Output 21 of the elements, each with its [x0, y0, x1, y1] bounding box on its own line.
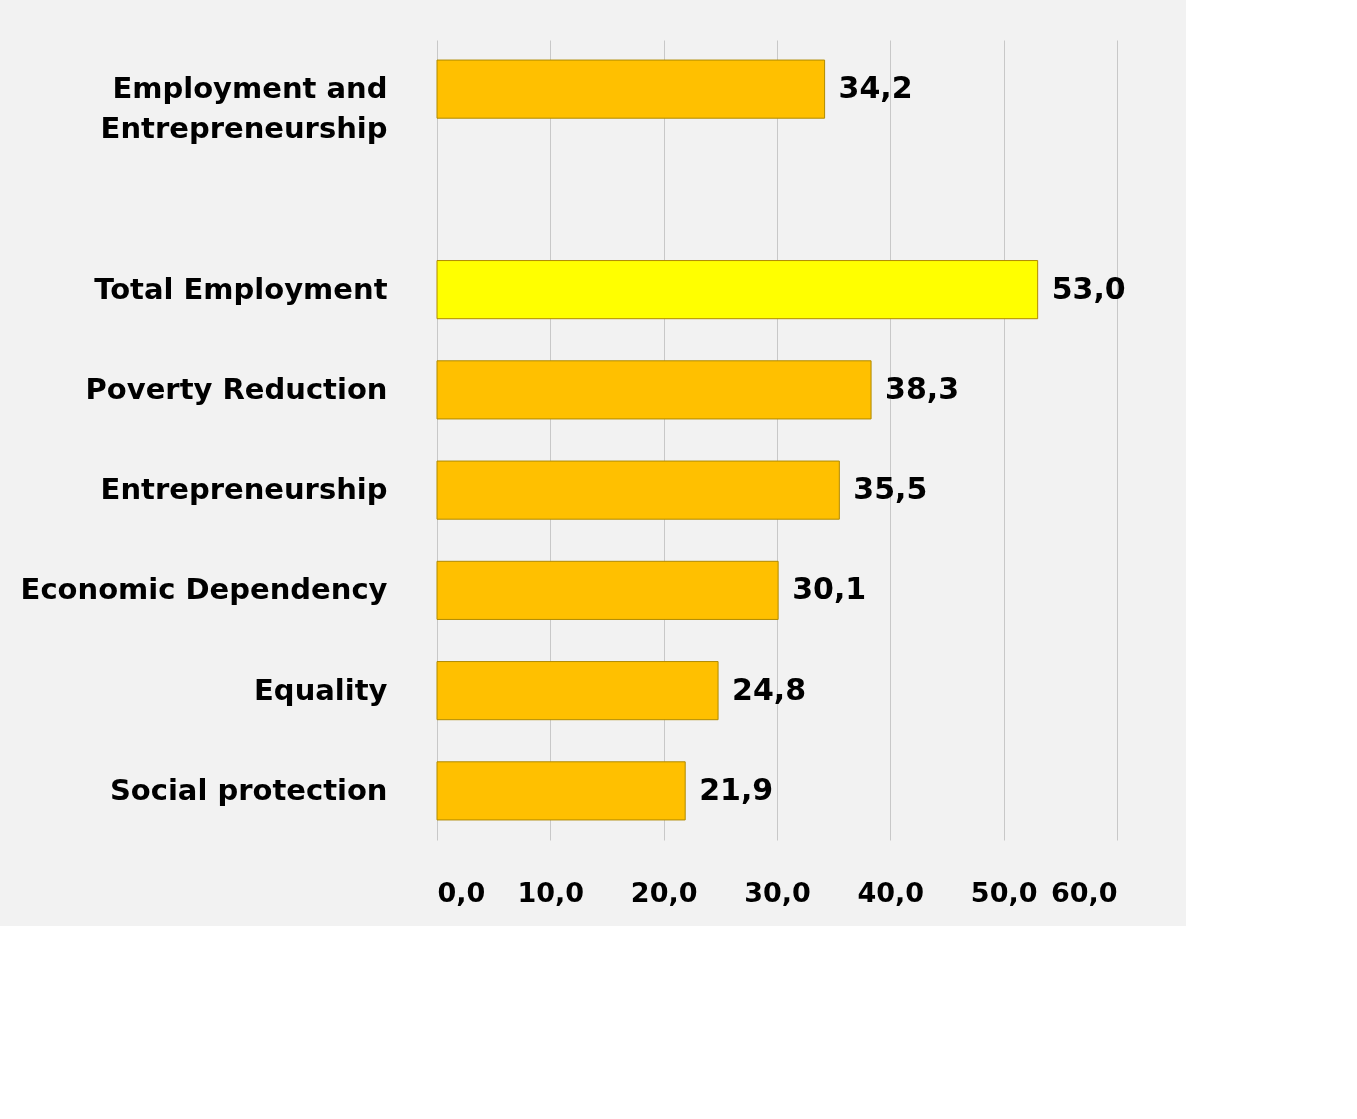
x-tick-label: 30,0 — [744, 876, 811, 908]
y-tick-label: Employment and Entrepreneurship — [100, 71, 388, 146]
y-tick-label: Poverty Reduction — [85, 371, 388, 406]
data-label: 30,1 — [792, 571, 867, 607]
data-label: 21,9 — [699, 771, 774, 807]
x-tick-label: 50,0 — [970, 876, 1038, 908]
y-tick-label: Social protection — [109, 772, 388, 807]
x-tick-label: 0,0 — [437, 876, 486, 908]
y-tick-label: Total Employment — [94, 271, 388, 306]
y-tick-label: Entrepreneurship — [100, 472, 388, 507]
data-label: 35,5 — [853, 471, 928, 507]
y-tick-label: Economic Dependency — [20, 572, 388, 607]
data-label: 53,0 — [1051, 270, 1126, 306]
data-label: 24,8 — [732, 671, 807, 707]
data-label: 38,3 — [885, 370, 960, 406]
x-tick-label: 40,0 — [857, 876, 925, 908]
x-tick-label: 10,0 — [517, 876, 585, 908]
x-tick-label: 20,0 — [630, 876, 698, 908]
y-tick-label: Equality — [254, 672, 388, 707]
x-tick-label: 60,0 — [1050, 876, 1118, 908]
data-label: 34,2 — [838, 70, 913, 106]
